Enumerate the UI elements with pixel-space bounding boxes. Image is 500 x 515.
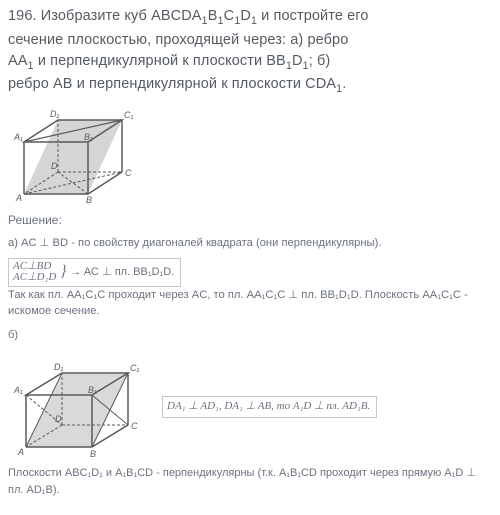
svg-text:A: A	[15, 193, 22, 203]
caption-b-1: Плоскости ABC₁D₁ и A₁B₁CD - перпендикуля…	[8, 466, 492, 482]
problem-statement: 196. Изобразите куб ABCDA1B1C1D1 и постр…	[8, 6, 492, 98]
svg-text:D₁: D₁	[54, 362, 63, 372]
svg-text:C₁: C₁	[130, 363, 139, 373]
svg-text:B: B	[86, 195, 92, 205]
figure-b-row: A B C D A₁ B₁ C₁ D₁ DA₁ ⊥ AD₁, DA₁ ⊥ AB,…	[8, 349, 492, 465]
svg-text:B: B	[90, 449, 96, 459]
figure-a-cube: A B C D A₁ B₁ C₁ D₁	[6, 102, 492, 210]
svg-text:A₁: A₁	[13, 385, 23, 395]
derivation-a-row: AC⊥BD AC⊥D₁D } → AC ⊥ пл. BB₁D₁D.	[8, 258, 492, 287]
svg-text:A₁: A₁	[13, 132, 23, 142]
solution-label: Решение:	[8, 212, 492, 229]
svg-text:C₁: C₁	[124, 110, 133, 120]
problem-number: 196.	[8, 8, 37, 24]
part-b-label: б)	[8, 327, 492, 343]
svg-text:D: D	[55, 414, 62, 424]
figure-b-cube: A B C D A₁ B₁ C₁ D₁	[8, 349, 156, 465]
part-a-text: а) AC ⊥ BD - по свойству диагоналей квад…	[8, 235, 492, 251]
derivation-box-b: DA₁ ⊥ AD₁, DA₁ ⊥ AB, то A₁D ⊥ пл. AD₁B.	[162, 396, 377, 418]
after-a-text-1: Так как пл. AA₁C₁C проходит через AC, то…	[8, 287, 492, 303]
derivation-box-a: AC⊥BD AC⊥D₁D } → AC ⊥ пл. BB₁D₁D.	[8, 258, 181, 287]
svg-text:D₁: D₁	[50, 109, 59, 119]
svg-text:C: C	[125, 168, 132, 178]
caption-b-2: пл. AD₁B).	[8, 483, 492, 499]
svg-text:D: D	[51, 161, 58, 171]
svg-text:A: A	[17, 447, 24, 457]
svg-text:C: C	[131, 421, 138, 431]
after-a-text-2: искомое сечение.	[8, 303, 492, 319]
svg-text:B₁: B₁	[88, 385, 97, 395]
svg-text:B₁: B₁	[84, 132, 93, 142]
